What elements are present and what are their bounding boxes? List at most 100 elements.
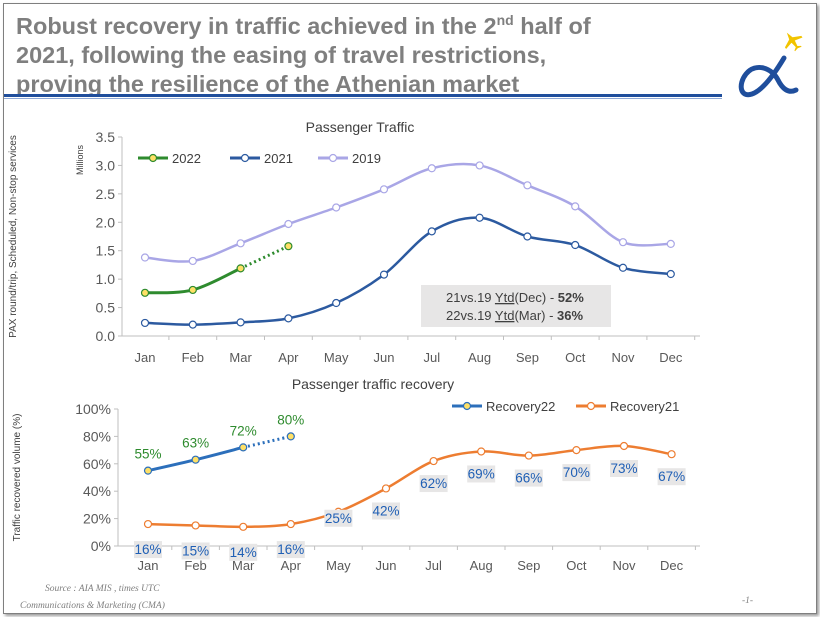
data-point-Recovery21 xyxy=(429,456,438,466)
title-line2: 2021, following the easing of travel res… xyxy=(16,41,547,68)
legend-marker-Recovery21 xyxy=(586,401,596,411)
data-label-bg xyxy=(229,543,258,561)
x-tick-label: Feb xyxy=(184,558,206,573)
data-label-Recovery21: 42% xyxy=(372,503,399,518)
title-superscript: nd xyxy=(496,12,514,28)
data-point-2021 xyxy=(284,314,293,323)
data-point-2021 xyxy=(618,263,628,272)
data-point-Recovery22 xyxy=(191,455,200,464)
x-tick-label: Dec xyxy=(659,350,683,365)
data-point-2019 xyxy=(618,238,628,247)
data-point-Recovery21 xyxy=(143,519,153,529)
slide-frame xyxy=(3,3,817,614)
y-tick-label: 100% xyxy=(75,401,111,417)
data-label-bg xyxy=(657,468,686,486)
y-tick-label: 20% xyxy=(83,511,111,527)
data-label-Recovery21: 14% xyxy=(230,545,257,560)
x-tick-label: Dec xyxy=(660,558,684,573)
x-tick-label: Apr xyxy=(278,350,299,365)
data-point-2021 xyxy=(332,298,341,308)
x-tick-label: May xyxy=(326,558,351,573)
data-label-Recovery21: 70% xyxy=(563,465,590,480)
x-tick-label: Jan xyxy=(135,350,156,365)
data-point-2019 xyxy=(236,239,245,248)
x-tick-label: Jun xyxy=(376,558,397,573)
data-point-2021 xyxy=(427,227,436,236)
data-label-Recovery21: 73% xyxy=(610,461,637,476)
x-tick-label: Nov xyxy=(611,350,635,365)
x-tick-label: Sep xyxy=(516,350,539,365)
slide-title: Robust recovery in traffic achieved in t… xyxy=(16,6,716,99)
data-label-bg xyxy=(514,469,543,487)
data-point-Recovery22 xyxy=(143,466,153,475)
data-point-2021 xyxy=(571,240,580,250)
series-line-Recovery21 xyxy=(147,444,672,529)
data-label-Recovery22: 55% xyxy=(134,447,161,462)
data-label-Recovery21: 66% xyxy=(515,471,542,486)
chart-title: Passenger traffic recovery xyxy=(292,376,454,392)
series-line-2019 xyxy=(144,162,671,263)
y-tick-label: 1.0 xyxy=(96,271,116,287)
x-tick-label: Oct xyxy=(566,558,587,573)
x-tick-label: Jul xyxy=(425,558,442,573)
data-label-Recovery22: 63% xyxy=(182,436,209,451)
data-point-Recovery21 xyxy=(286,519,295,529)
x-tick-label: Aug xyxy=(470,558,493,573)
data-label-bg xyxy=(562,464,591,482)
data-point-2019 xyxy=(666,239,675,248)
data-label-Recovery21: 62% xyxy=(420,476,447,491)
data-point-Recovery21 xyxy=(191,521,200,530)
data-point-Recovery21 xyxy=(524,451,533,460)
chart-title: Passenger Traffic xyxy=(306,119,415,135)
x-tick-label: Apr xyxy=(281,558,302,573)
legend-marker-2022 xyxy=(148,153,158,163)
y-tick-label: 1.5 xyxy=(96,243,116,259)
data-point-2022 xyxy=(236,264,245,273)
data-point-2021 xyxy=(188,320,197,329)
ytd-annotation-line1: 21vs.19 Ytd(Dec) - 52% xyxy=(446,290,584,305)
data-point-Recovery21 xyxy=(619,441,629,451)
x-tick-label: Aug xyxy=(468,350,491,365)
data-point-2021 xyxy=(140,318,150,328)
y-tick-label: 0.0 xyxy=(96,328,116,344)
source-note: Source : AIA MIS , times UTC xyxy=(45,584,160,594)
data-point-2019 xyxy=(284,219,293,229)
data-point-2021 xyxy=(475,213,484,222)
department-footer: Communications & Marketing (CMA) xyxy=(20,601,165,611)
x-tick-label: Jun xyxy=(374,350,395,365)
data-point-2019 xyxy=(379,185,389,194)
y-tick-label: 80% xyxy=(83,428,111,444)
data-point-Recovery21 xyxy=(667,450,676,459)
data-label-Recovery21: 16% xyxy=(277,542,304,557)
legend-label-2019: 2019 xyxy=(352,151,381,166)
data-point-Recovery21 xyxy=(239,522,248,531)
data-label-bg xyxy=(467,465,496,483)
title-line1-pre: Robust recovery in traffic achieved in t… xyxy=(16,12,497,39)
y-tick-label: 60% xyxy=(83,456,111,472)
data-point-2019 xyxy=(475,161,484,170)
series-line-dotted-2022 xyxy=(239,244,290,270)
data-point-Recovery22 xyxy=(286,432,295,441)
data-point-Recovery22 xyxy=(239,443,248,452)
data-point-2019 xyxy=(188,256,197,266)
ytd-annotation-box xyxy=(421,285,611,327)
data-point-2019 xyxy=(523,181,532,190)
data-label-bg xyxy=(181,542,210,560)
data-label-bg xyxy=(610,459,638,477)
y-tick-label: 3.5 xyxy=(96,129,116,145)
data-point-Recovery21 xyxy=(477,447,486,456)
x-tick-label: Mar xyxy=(229,350,252,365)
y-tick-label: 40% xyxy=(83,483,111,499)
data-label-Recovery21: 16% xyxy=(134,542,161,557)
data-point-2019 xyxy=(332,203,341,212)
y-tick-label: 0.5 xyxy=(96,300,116,316)
legend-marker-2021 xyxy=(240,153,250,163)
data-label-bg xyxy=(276,541,305,559)
data-label-Recovery22: 72% xyxy=(230,423,257,438)
legend-marker-2019 xyxy=(328,153,338,163)
data-label-Recovery21: 25% xyxy=(325,511,352,526)
data-point-2022 xyxy=(284,242,293,251)
title-line3: proving the resilience of the Athenian m… xyxy=(16,70,520,97)
y-axis-label: PAX round/trip, Scheduled, Non-stop serv… xyxy=(8,135,19,338)
data-label-Recovery21: 67% xyxy=(658,469,685,484)
